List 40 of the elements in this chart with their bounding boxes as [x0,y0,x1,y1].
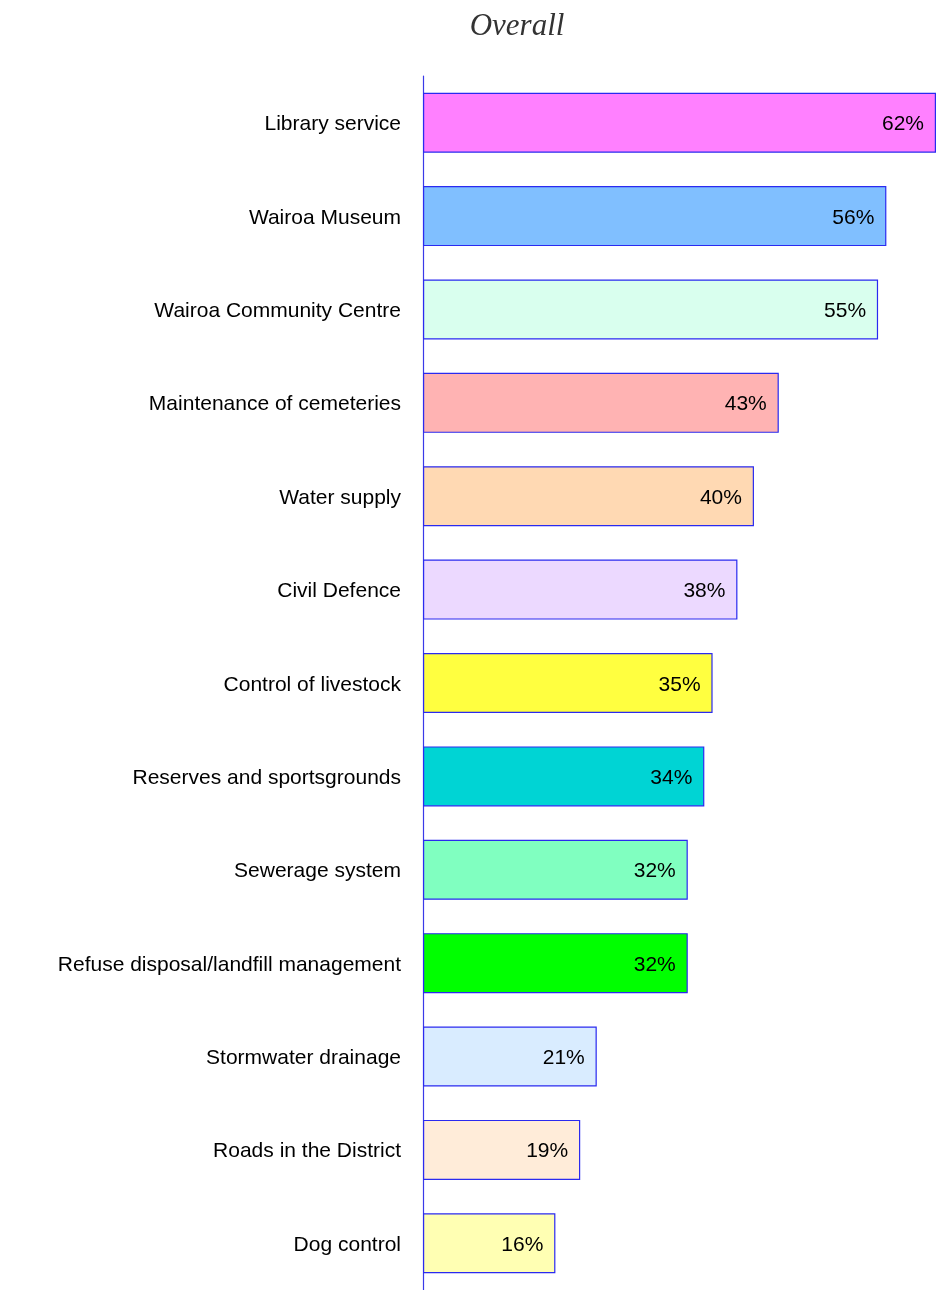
y-tick-label: Civil Defence [277,578,401,602]
data-label: 40% [699,484,742,508]
data-label: 32% [633,951,676,975]
bar [423,1026,597,1087]
y-tick-label: Wairoa Museum [248,204,401,228]
bar [423,933,688,994]
data-label: 32% [633,858,676,882]
data-label: 43% [724,391,767,415]
y-tick-label: Roads in the District [213,1138,402,1162]
bar [423,653,713,713]
y-tick-label: Reserves and sportsgrounds [132,764,401,788]
bar [423,92,936,153]
bar [423,746,705,807]
y-tick-label: Wairoa Community Centre [154,297,401,321]
data-label: 16% [501,1231,544,1255]
y-tick-label: Sewerage system [234,858,401,882]
y-tick-label: Library service [264,111,401,135]
data-label: 34% [650,764,693,788]
bar [423,186,887,247]
data-label: 35% [658,671,701,695]
y-tick-label: Dog control [293,1231,401,1255]
data-label: 19% [526,1138,569,1162]
bar [423,279,879,340]
bar [423,559,738,620]
y-tick-label: Control of livestock [223,671,402,695]
data-label: 21% [542,1045,585,1069]
bar [423,1119,581,1180]
y-tick-label: Water supply [279,484,402,508]
bar [423,839,688,900]
data-label: 38% [683,578,726,602]
data-label: 55% [824,297,867,321]
bar [423,466,754,527]
y-tick-label: Stormwater drainage [206,1045,401,1069]
data-label: 56% [832,204,875,228]
chart-title: Overall [469,7,565,42]
bar [423,1213,556,1274]
bar [423,372,779,433]
y-tick-label: Maintenance of cemeteries [148,391,401,415]
data-label: 62% [881,111,924,135]
y-tick-label: Refuse disposal/landfill management [57,951,402,975]
